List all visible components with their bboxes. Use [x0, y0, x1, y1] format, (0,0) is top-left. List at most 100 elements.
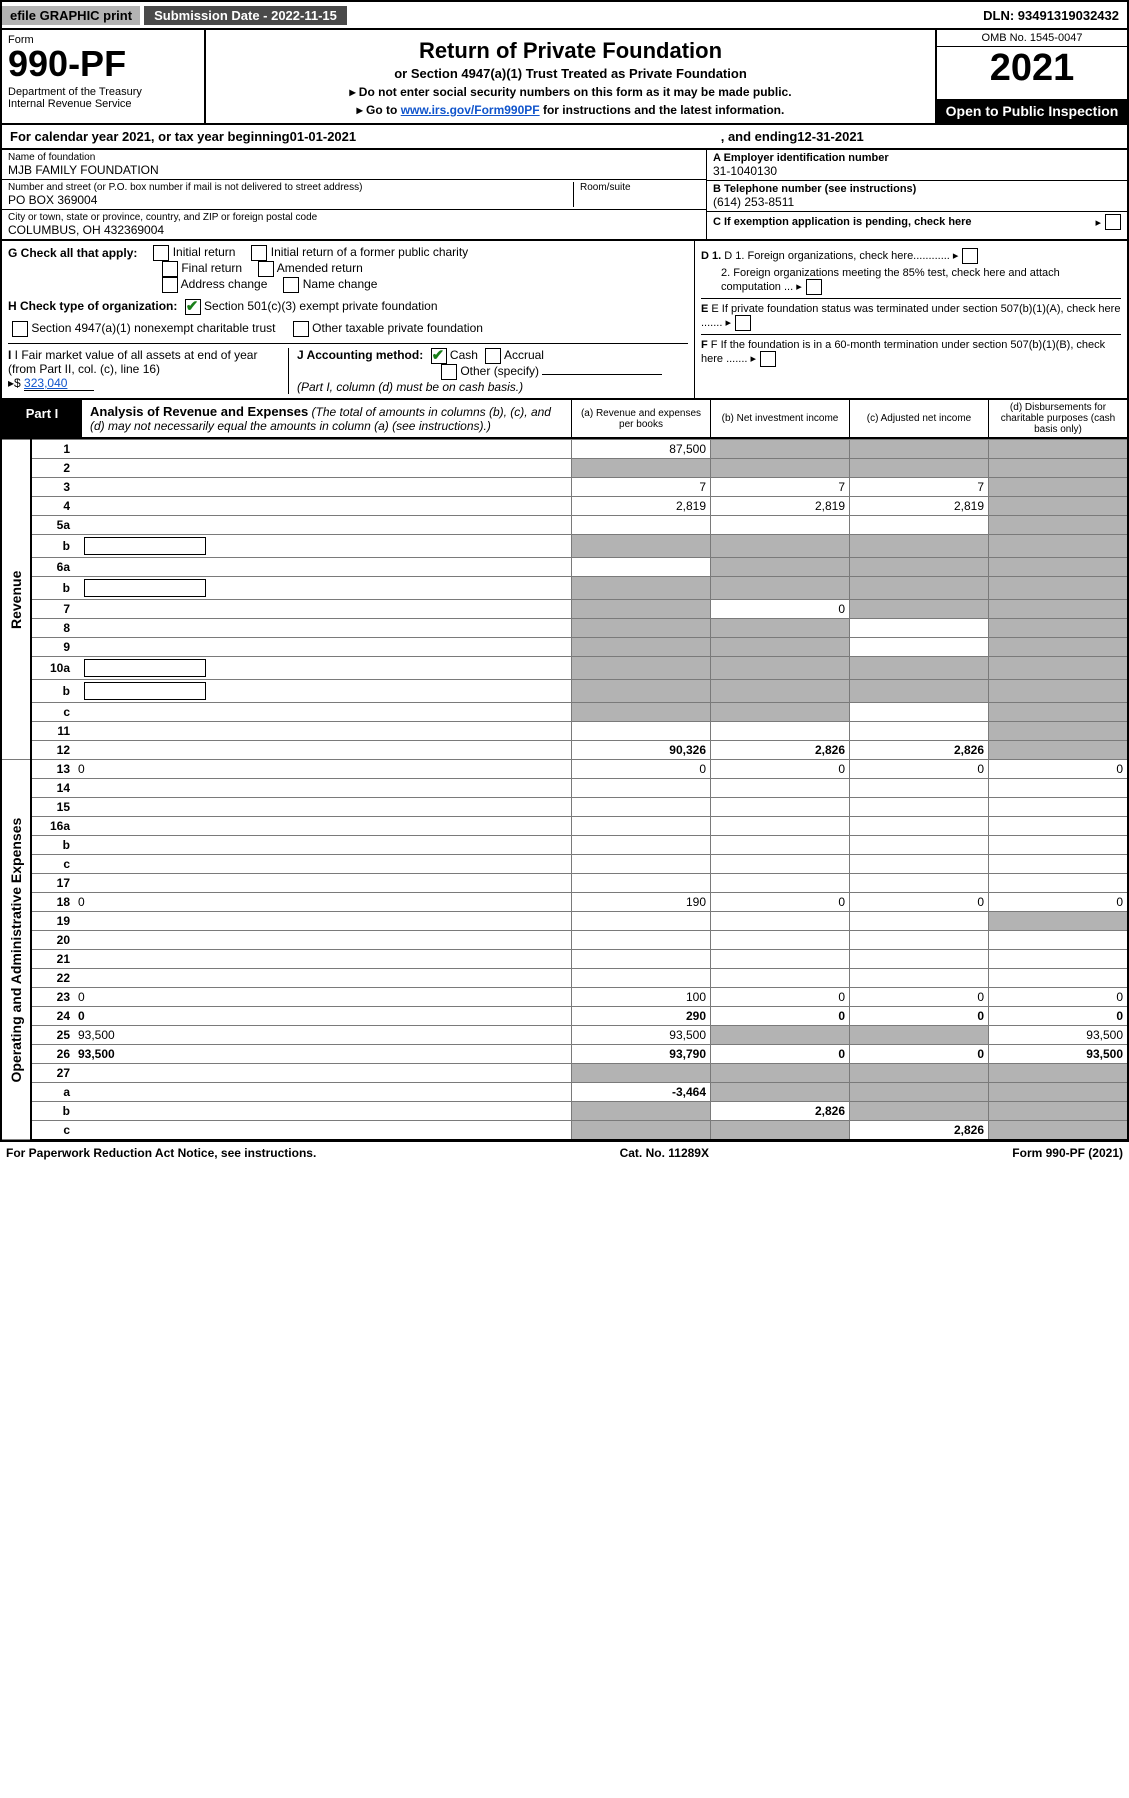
- submission-date: Submission Date - 2022-11-15: [144, 6, 347, 25]
- arrow-icon: ▸: [1095, 216, 1101, 229]
- header-left: Form 990-PF Department of the Treasury I…: [2, 30, 206, 123]
- ein: 31-1040130: [713, 164, 1121, 178]
- tax-year: 2021: [937, 47, 1127, 89]
- checkbox-4947a1[interactable]: [12, 321, 28, 337]
- line-number: b: [31, 535, 74, 558]
- h3: Other taxable private foundation: [312, 321, 483, 335]
- line-description: [74, 680, 572, 703]
- g-item-1: Initial return of a former public charit…: [271, 245, 468, 259]
- line-description: [74, 558, 572, 577]
- table-row: 22: [1, 969, 1128, 988]
- checks-block: G Check all that apply: Initial return I…: [0, 241, 1129, 400]
- table-row: b: [1, 577, 1128, 600]
- table-row: c: [1, 703, 1128, 722]
- header-right: OMB No. 1545-0047 2021 Open to Public In…: [935, 30, 1127, 123]
- foundation-name: MJB FAMILY FOUNDATION: [8, 163, 700, 177]
- h1: Section 501(c)(3) exempt private foundat…: [204, 299, 437, 313]
- city-label: City or town, state or province, country…: [8, 212, 700, 223]
- line-number: 10a: [31, 657, 74, 680]
- instr2-post: for instructions and the latest informat…: [543, 103, 784, 117]
- table-row: 2: [1, 459, 1128, 478]
- line-number: b: [31, 680, 74, 703]
- col-d-head: (d) Disbursements for charitable purpose…: [989, 400, 1127, 437]
- line-number: 15: [31, 798, 74, 817]
- col-b-head: (b) Net investment income: [711, 400, 850, 437]
- instr2-pre: ▸ Go to: [357, 103, 401, 117]
- checkbox-accrual[interactable]: [485, 348, 501, 364]
- fmv-link[interactable]: 323,040: [24, 376, 94, 391]
- g-item-5: Name change: [303, 277, 378, 291]
- line-description: 0: [74, 760, 572, 779]
- form-header: Form 990-PF Department of the Treasury I…: [0, 30, 1129, 125]
- checkbox-cash[interactable]: [431, 348, 447, 364]
- line-description: [74, 1121, 572, 1141]
- line-number: 2: [31, 459, 74, 478]
- table-row: b: [1, 535, 1128, 558]
- instructions-link[interactable]: www.irs.gov/Form990PF: [401, 103, 540, 117]
- checkbox-f[interactable]: [760, 351, 776, 367]
- line-description: [74, 619, 572, 638]
- d2-label: 2. Foreign organizations meeting the 85%…: [721, 267, 1060, 293]
- line-description: [74, 950, 572, 969]
- line-description: [74, 459, 572, 478]
- line-description: 0: [74, 893, 572, 912]
- line-number: c: [31, 855, 74, 874]
- table-row: 11: [1, 722, 1128, 741]
- table-row: 14: [1, 779, 1128, 798]
- dln: DLN: 93491319032432: [975, 6, 1127, 25]
- line-number: 11: [31, 722, 74, 741]
- table-row: c: [1, 855, 1128, 874]
- topbar: efile GRAPHIC print Submission Date - 20…: [0, 0, 1129, 30]
- line-description: [74, 836, 572, 855]
- checkbox-initial-former[interactable]: [251, 245, 267, 261]
- d1-label: D 1. Foreign organizations, check here..…: [724, 250, 950, 262]
- table-row: 27: [1, 1064, 1128, 1083]
- calendar-year-row: For calendar year 2021, or tax year begi…: [0, 125, 1129, 150]
- h-row: H Check type of organization: Section 50…: [8, 299, 688, 315]
- checkbox-address-change[interactable]: [162, 277, 178, 293]
- line-description: [74, 817, 572, 836]
- table-row: 10a: [1, 657, 1128, 680]
- part1-table: Revenue187,5002377742,8192,8192,8195ab6a…: [0, 439, 1129, 1141]
- name-label: Name of foundation: [8, 152, 700, 163]
- line-description: [74, 478, 572, 497]
- line-description: [74, 497, 572, 516]
- line-number: 27: [31, 1064, 74, 1083]
- line-description: [74, 969, 572, 988]
- line-number: 1: [31, 440, 74, 459]
- line-number: 16a: [31, 817, 74, 836]
- checkbox-other-taxable[interactable]: [293, 321, 309, 337]
- checkbox-e[interactable]: [735, 315, 751, 331]
- checkbox-c[interactable]: [1105, 214, 1121, 230]
- side-label-expenses: Operating and Administrative Expenses: [1, 760, 31, 1141]
- part1-tag: Part I: [2, 400, 82, 437]
- line-number: b: [31, 1102, 74, 1121]
- line-description: [74, 722, 572, 741]
- g-row: G Check all that apply: Initial return I…: [8, 245, 688, 261]
- line-description: [74, 440, 572, 459]
- cal-pre: For calendar year 2021, or tax year begi…: [10, 129, 290, 144]
- table-row: 42,8192,8192,819: [1, 497, 1128, 516]
- checkbox-other-method[interactable]: [441, 364, 457, 380]
- line-description: 93,500: [74, 1045, 572, 1064]
- cal-end: 12-31-2021: [797, 129, 864, 144]
- j-section: J Accounting method: Cash Accrual Other …: [288, 348, 688, 394]
- checkbox-501c3[interactable]: [185, 299, 201, 315]
- checkbox-initial-return[interactable]: [153, 245, 169, 261]
- checkbox-name-change[interactable]: [283, 277, 299, 293]
- inline-amount-box: [84, 537, 206, 555]
- table-row: b: [1, 680, 1128, 703]
- i-label: I Fair market value of all assets at end…: [8, 348, 257, 376]
- checkbox-d2[interactable]: [806, 279, 822, 295]
- table-row: 9: [1, 638, 1128, 657]
- line-number: 25: [31, 1026, 74, 1045]
- ein-cell: A Employer identification number 31-1040…: [707, 150, 1127, 181]
- checkbox-amended-return[interactable]: [258, 261, 274, 277]
- checkbox-final-return[interactable]: [162, 261, 178, 277]
- j-accrual: Accrual: [504, 348, 544, 362]
- checkbox-d1[interactable]: [962, 248, 978, 264]
- g-item-4: Address change: [181, 277, 268, 291]
- city-cell: City or town, state or province, country…: [2, 210, 706, 239]
- table-row: 2693,50093,7900093,500: [1, 1045, 1128, 1064]
- line-description: [74, 600, 572, 619]
